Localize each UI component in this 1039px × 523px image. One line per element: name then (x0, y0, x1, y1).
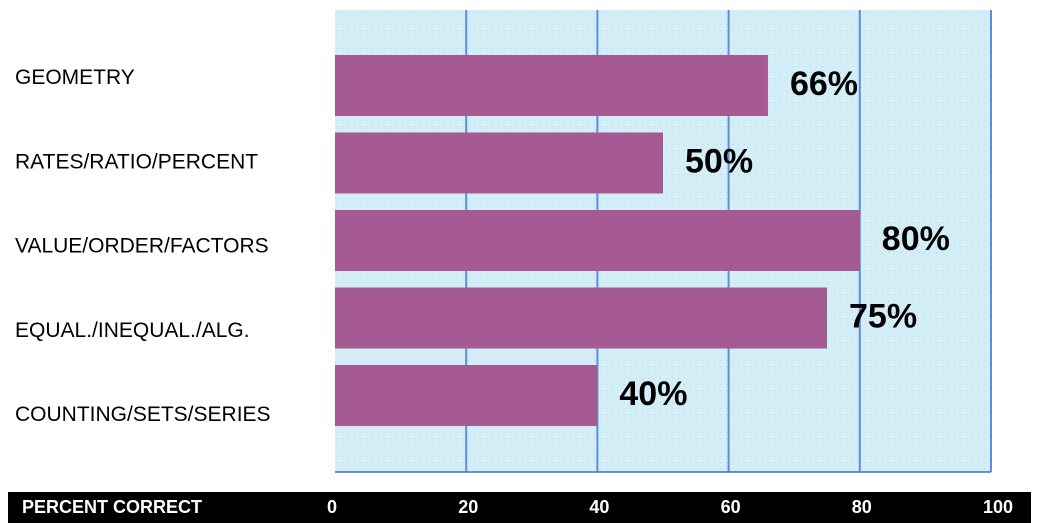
bar (335, 55, 768, 116)
bar (335, 365, 598, 426)
bar-value-label: 80% (882, 220, 950, 258)
category-label: COUNTING/SETS/SERIES (15, 403, 271, 426)
x-axis-bar (8, 492, 1031, 523)
x-tick-label: 100 (983, 497, 1013, 517)
x-tick-label: 80 (852, 497, 872, 517)
x-tick-labels: 0 20 40 60 80 100 (327, 497, 1013, 517)
category-label: GEOMETRY (15, 66, 135, 89)
bar-value-label: 75% (849, 298, 917, 336)
bar (335, 132, 663, 194)
bar (335, 287, 827, 349)
value-labels: 66% 50% 80% 75% 40% (619, 65, 949, 413)
category-label: VALUE/ORDER/FACTORS (15, 235, 269, 258)
bar-value-label: 50% (685, 143, 753, 181)
category-label: RATES/RATIO/PERCENT (15, 150, 258, 173)
x-tick-label: 60 (721, 497, 741, 517)
bar-value-label: 40% (619, 375, 687, 413)
bar-value-label: 66% (790, 65, 858, 103)
x-tick-label: 0 (327, 497, 337, 517)
x-axis-title: PERCENT CORRECT (22, 497, 202, 517)
category-labels: GEOMETRY RATES/RATIO/PERCENT VALUE/ORDER/F… (15, 66, 271, 426)
bars (335, 55, 860, 426)
bar (335, 210, 860, 271)
x-tick-label: 40 (589, 497, 609, 517)
x-tick-label: 20 (458, 497, 478, 517)
category-label: EQUAL./INEQUAL./ALG. (15, 319, 250, 342)
